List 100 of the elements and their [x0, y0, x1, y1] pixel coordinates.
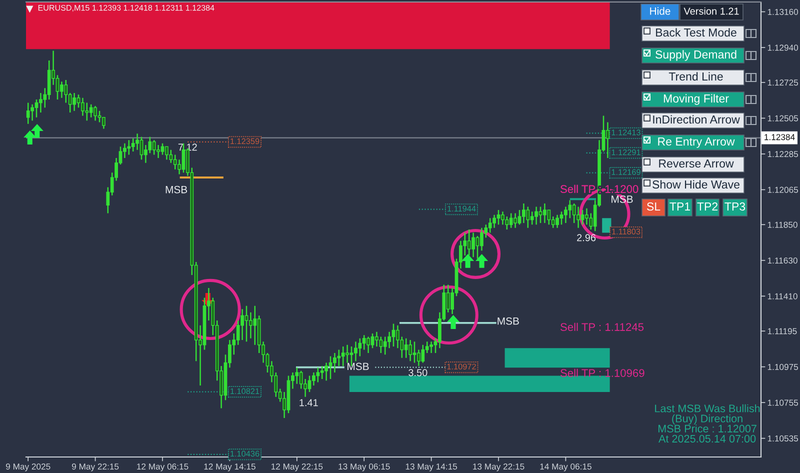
x-tick-label: 13 May 22:15 [473, 463, 524, 472]
candlestick [472, 232, 475, 258]
annotation: Trend Line [668, 72, 723, 81]
ref-line-label: MSB [498, 317, 519, 325]
candlestick [568, 200, 572, 219]
annotation: Sell TP : 1.10969 [560, 368, 644, 377]
candlestick [408, 339, 412, 362]
candlestick [60, 81, 64, 98]
y-tick-label: 1.11630 [768, 257, 798, 264]
x-tick-label: 12 May 14:15 [204, 463, 256, 472]
candlestick [316, 367, 320, 383]
candlestick [358, 338, 362, 357]
candlestick [102, 116, 106, 130]
annotation: 1.10972 [447, 364, 476, 370]
y-tick-label: 1.11410 [768, 293, 798, 300]
x-tick-label: 12 May 06:15 [137, 463, 188, 472]
candlestick [123, 142, 126, 159]
x-tick-label: 13 May 06:15 [338, 463, 390, 472]
candlestick [127, 140, 131, 156]
candlestick [417, 349, 420, 367]
y-tick-label: 1.11850 [768, 222, 798, 228]
candlestick [412, 341, 416, 364]
annotation: InDirection Arrow [653, 115, 740, 124]
candlestick [173, 154, 177, 170]
candlestick [518, 209, 522, 226]
x-tick-label: 9 May 22:15 [72, 463, 119, 472]
candlestick [328, 356, 332, 380]
x-tick-label: 9 May 2025 [6, 463, 50, 472]
candlestick [26, 102, 30, 124]
annotation: Version 1.21 [684, 7, 739, 15]
candlestick [34, 98, 38, 118]
candlestick [253, 305, 257, 346]
candlestick [522, 202, 526, 224]
candlestick [404, 338, 408, 358]
candlestick [388, 331, 391, 349]
chart-title: EURUSD,M15 1.12393 1.12418 1.12311 1.12384 [38, 4, 214, 12]
candlestick [244, 305, 248, 342]
candlestick [467, 228, 471, 256]
annotation: TP2 [697, 202, 718, 210]
candlestick [501, 211, 504, 226]
annotation: 1.41 [300, 399, 318, 406]
candlestick [526, 206, 530, 228]
candlestick [333, 352, 336, 374]
candlestick [606, 122, 610, 159]
annotation: Sell TP : 1.11245 [560, 322, 644, 331]
candlestick [354, 341, 358, 362]
annotation: TP1 [670, 202, 690, 210]
y-tick-label: 1.10755 [768, 400, 798, 406]
annotation: 1.10436 [230, 450, 260, 457]
annotation: 1.12169 [612, 169, 640, 175]
candlestick [514, 212, 517, 228]
candlestick [341, 346, 345, 367]
candlestick [76, 94, 80, 108]
annotation: Supply Demand [656, 50, 736, 61]
candlestick [160, 142, 164, 156]
candlestick [346, 344, 349, 364]
y-tick-label: 1.12940 [768, 44, 798, 51]
candlestick [480, 227, 484, 252]
candlestick [89, 104, 93, 118]
candlestick [560, 211, 564, 226]
candlestick [534, 206, 538, 226]
candlestick [295, 367, 299, 384]
x-tick-label: 14 May 06:15 [540, 463, 592, 472]
candlestick [320, 365, 324, 380]
y-tick-label: 1.11195 [768, 328, 797, 334]
candlestick [375, 331, 378, 348]
annotation: Re Entry Arrow [658, 138, 735, 148]
candlestick [572, 202, 576, 224]
candlestick [94, 105, 97, 122]
y-tick-label: 1.10535 [768, 435, 798, 442]
candlestick [564, 206, 568, 224]
ref-line-label: MSB [348, 362, 369, 370]
candlestick [488, 218, 492, 234]
annotation: 1.11944 [448, 206, 476, 212]
candlestick [543, 202, 546, 224]
candlestick [379, 336, 383, 354]
candlestick [165, 146, 168, 160]
candlestick [249, 312, 252, 339]
candlestick [324, 362, 328, 382]
annotation: 1.12291 [612, 149, 640, 156]
candlestick [585, 208, 588, 226]
y-tick-label: 1.13160 [768, 8, 798, 15]
candlestick [131, 138, 135, 152]
annotation: Reverse Arrow [659, 160, 734, 168]
candlestick [362, 334, 366, 350]
annotation: SL [646, 202, 660, 211]
candlestick [240, 308, 244, 341]
x-tick-label: 13 May 14:15 [406, 463, 458, 472]
annotation: Back Test Mode [656, 28, 736, 37]
annotation: Moving Filter [664, 94, 729, 105]
ref-line-label: 1.12384 [764, 134, 795, 140]
candlestick [505, 216, 509, 230]
annotation: Show Hide Wave [652, 180, 740, 189]
candlestick [144, 144, 148, 164]
candlestick [39, 92, 42, 114]
candlestick [64, 79, 68, 104]
y-tick-label: 1.12285 [768, 151, 798, 158]
candlestick [556, 214, 559, 228]
candlestick [383, 336, 387, 356]
annotation: 1.12359 [230, 138, 260, 144]
